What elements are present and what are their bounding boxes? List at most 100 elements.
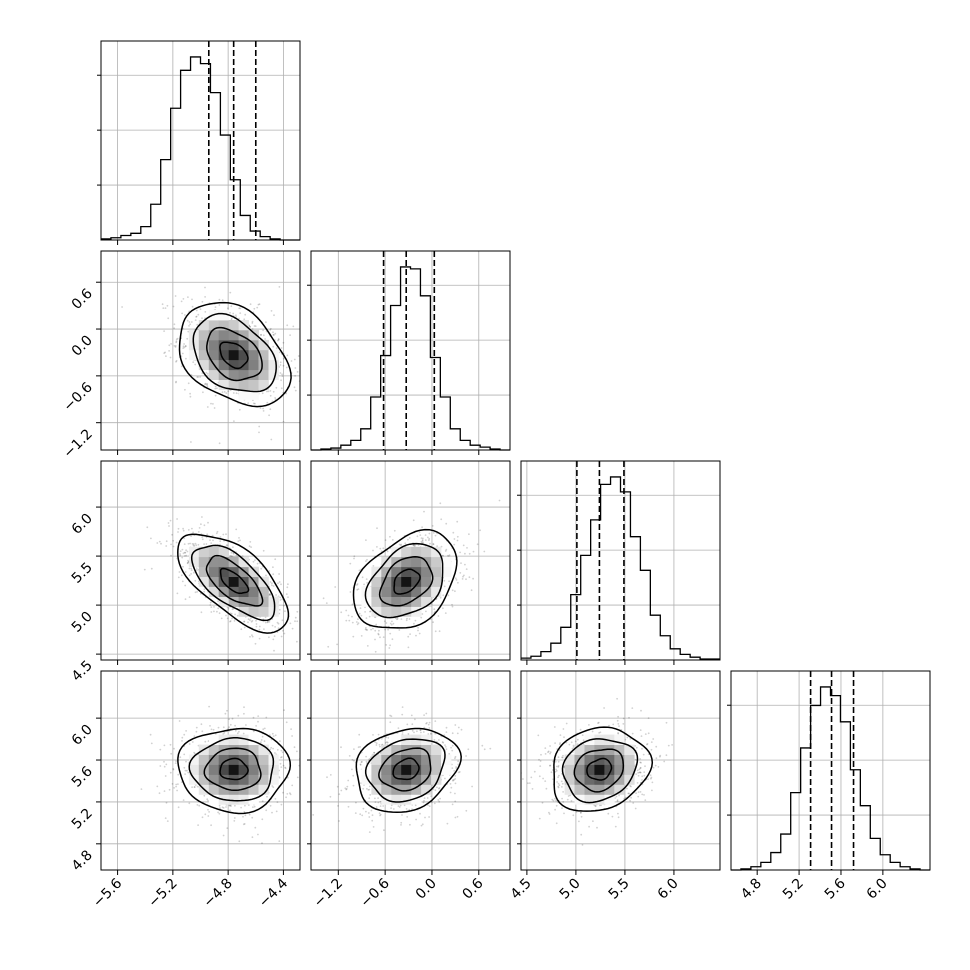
contour-level-0 [219,757,249,781]
density-cell [218,320,229,331]
density-cell [188,556,200,568]
density-cell [441,764,452,775]
density-cell [228,576,239,587]
density-cell [614,774,625,785]
density-cell [228,379,239,391]
x-tick-label-2-0: 4.5 [508,876,535,903]
density-cell [381,586,392,597]
density-cell [228,744,239,755]
density-cell [421,764,432,775]
density-cell [411,764,422,775]
density-cell [411,586,422,597]
contour-level-2 [561,738,639,804]
density-cell [218,754,229,765]
density-cell [238,329,249,341]
y-tick-label-1-1: −0.6 [60,379,95,414]
density-cell [208,349,220,361]
density-cell [198,546,210,558]
contour-level-2 [188,737,275,802]
density-cell [248,754,259,765]
density-cell [594,784,605,795]
density-cell [208,566,220,577]
density-cell [401,566,412,577]
contour-level-2 [364,738,446,803]
density-cell [208,369,220,380]
density-cell [208,556,220,568]
density-cell [594,794,605,805]
y-tick-label-3-1: 5.2 [69,805,96,832]
histogram-step-3 [731,686,930,871]
contour-level-1 [205,554,264,607]
y-tick-label-3-2: 5.6 [69,763,96,790]
density-cell [381,774,392,785]
density-cell [381,566,392,577]
density-cell [248,566,259,577]
density-cell [371,774,382,785]
density-cell [401,586,412,597]
density-cell [381,784,392,795]
density-cell [411,606,422,617]
density-cell [238,369,249,380]
density-cell [228,794,239,805]
density-cell [421,596,432,607]
contour-level-3 [355,727,462,813]
density-cell [411,596,422,607]
contour-level-0 [586,757,613,781]
y-tick-label-1-3: 0.6 [69,286,96,313]
x-tick-label-1-1: −0.6 [358,875,393,910]
density-cell [614,734,625,745]
panel-frame [310,460,511,661]
density-cell [228,596,239,607]
histogram-step-1 [311,266,510,451]
density-cell [238,339,249,351]
density-cell [401,784,412,795]
density-cell [381,606,392,617]
x-tick-label-3-0: 4.8 [738,876,765,903]
density-cell [401,794,412,805]
contour-level-1 [203,747,262,792]
density-cell [421,784,432,795]
density-cell [614,784,625,795]
density-cell [198,329,210,341]
histogram-panel-3 [727,670,931,871]
density-cell [248,359,259,371]
contour-level-1 [378,747,432,792]
density-cell [268,359,279,371]
density-cell [198,576,210,587]
density-cell [208,339,220,351]
x-tick-label-2-3: 6.0 [655,876,682,903]
density-cell [381,744,392,755]
density-cell [411,774,422,785]
histogram-panel-0 [97,40,301,241]
density-cell [258,339,269,351]
density-cell [584,744,595,755]
density-cell [431,586,442,597]
y-tick-label-1-2: 0.0 [69,333,96,360]
panel-frame [100,40,301,241]
panel-frame [730,670,931,871]
density-cell [431,754,442,765]
scatter-panel-2-3 [520,670,721,871]
density-cell [381,596,392,607]
density-cell [584,764,595,775]
contour-level-3 [177,727,292,815]
density-cell [431,556,442,568]
y-tick-label-3-0: 4.8 [69,847,96,874]
x-tick-label-1-3: 0.6 [460,875,487,902]
scatter-panel-1-2 [310,460,511,661]
density-cell [208,734,220,745]
density-cell [208,546,220,558]
density-cell [238,566,249,577]
density-cell [614,754,625,765]
density-cell [391,744,402,755]
density-cell [391,546,402,558]
density-cell [624,744,635,755]
density-cell [248,774,259,785]
density-cell [624,764,635,775]
contour-level-3 [553,726,654,812]
density-cell [248,329,259,341]
contour-level-0 [219,341,249,370]
density-cell [248,596,259,607]
density-cell [371,754,382,765]
